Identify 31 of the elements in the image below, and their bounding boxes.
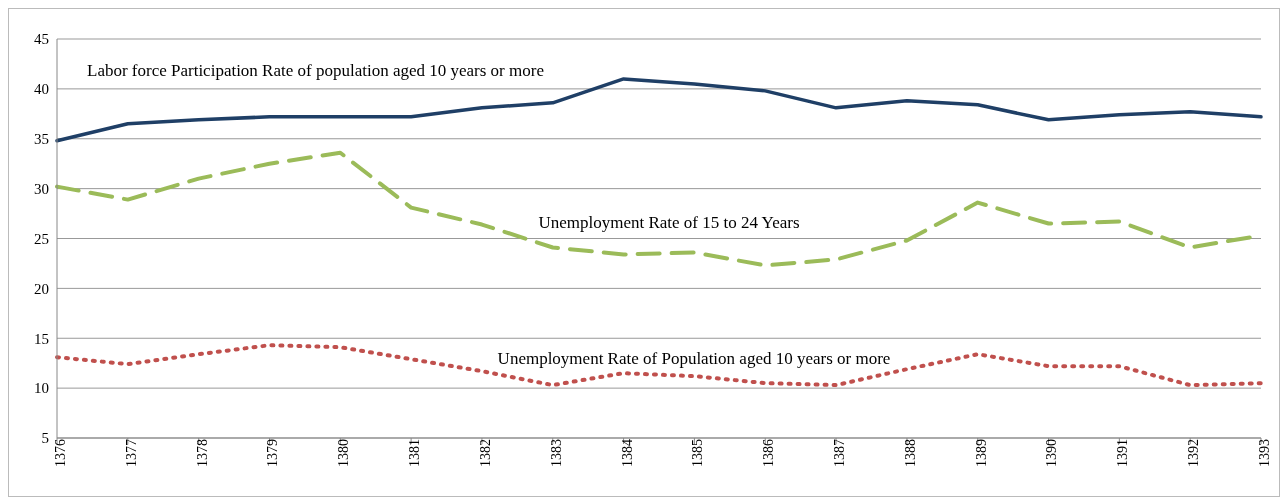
- x-tick-label: 1377: [123, 439, 139, 467]
- x-tick-label: 1381: [407, 439, 423, 467]
- y-tick-label: 25: [34, 230, 49, 247]
- y-tick-label: 5: [41, 430, 49, 447]
- x-tick-label: 1376: [52, 439, 68, 467]
- line-series: [55, 343, 1263, 388]
- series-label: Unemployment Rate of Population aged 10 years or more: [497, 349, 891, 369]
- x-tick-label: 1384: [619, 439, 635, 467]
- x-tick-label: 1389: [973, 439, 989, 467]
- y-tick-label: 35: [34, 131, 49, 148]
- x-tick-label: 1383: [548, 439, 564, 467]
- x-tick-label: 1387: [832, 439, 847, 467]
- x-tick-label: 1382: [477, 439, 493, 467]
- x-tick-label: 1388: [902, 439, 918, 467]
- x-tick-label: 1378: [194, 439, 210, 467]
- y-tick-label: 30: [34, 180, 49, 197]
- y-tick-label: 45: [34, 31, 49, 48]
- x-tick-label: 1379: [265, 439, 281, 467]
- x-tick-label: 1385: [690, 439, 706, 467]
- y-tick-label: 10: [34, 380, 49, 397]
- series-label: Labor force Participation Rate of population aged 10 years or more: [87, 61, 544, 81]
- y-tick-label: 40: [34, 81, 49, 98]
- x-tick-label: 1390: [1044, 439, 1060, 467]
- y-tick-label: 15: [34, 330, 49, 347]
- series-label: Unemployment Rate of 15 to 24 Years: [538, 213, 800, 233]
- x-tick-label: 1391: [1115, 439, 1131, 467]
- x-tick-label: 1393: [1256, 439, 1272, 467]
- x-tick-label: 1386: [761, 439, 777, 467]
- x-tick-label: 1380: [336, 439, 352, 467]
- x-tick-label: 1392: [1186, 439, 1202, 467]
- y-tick-label: 20: [34, 280, 49, 297]
